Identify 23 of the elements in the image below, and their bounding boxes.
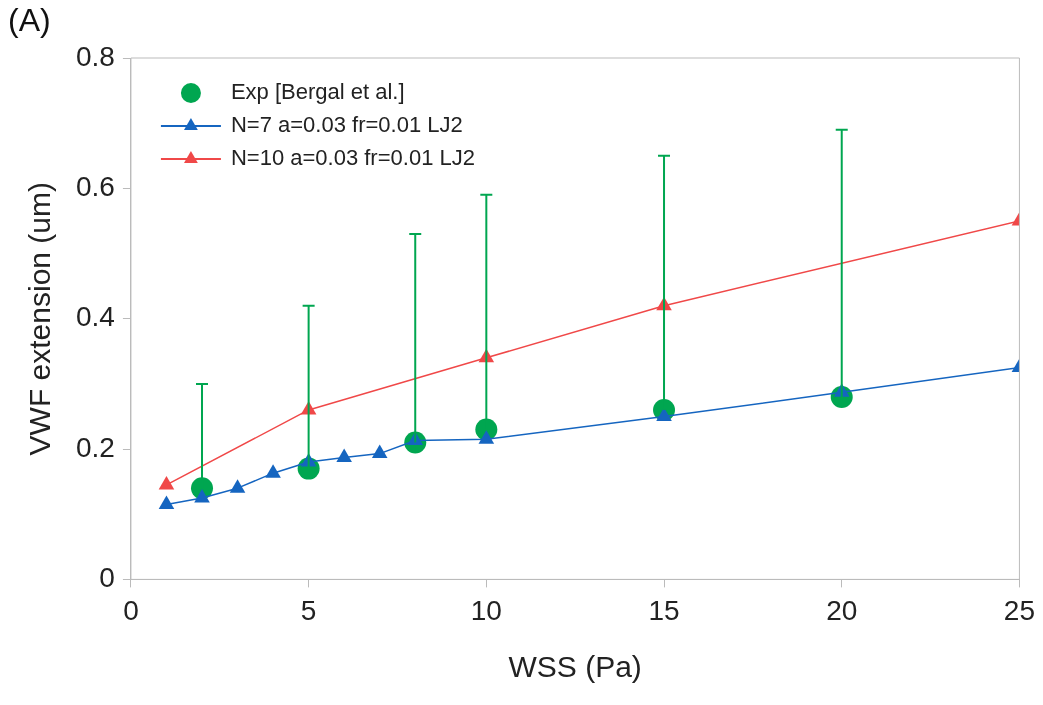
y-tick-label: 0 [99,562,115,594]
point [229,479,246,493]
y-tick-label: 0.8 [75,40,115,72]
point [158,495,175,509]
x-tick-label: 15 [648,594,680,626]
legend-label: N=7 a=0.03 fr=0.01 LJ2 [230,112,463,138]
y-axis-title: VWF extension (um) [23,182,57,456]
point [336,448,352,463]
legend-label: Exp [Bergal et al.] [230,79,405,105]
x-tick-label: 5 [300,594,317,626]
x-axis-title: WSS (Pa) [508,650,642,684]
legend-label: N=10 a=0.03 fr=0.01 LJ2 [230,145,475,171]
y-tick-label: 0.6 [75,171,115,203]
x-tick-label: 0 [123,594,139,626]
y-tick-label: 0.4 [75,301,115,333]
x-tick-label: 25 [1003,594,1036,626]
point [158,475,175,490]
point [265,464,281,478]
y-tick-label: 0.2 [75,431,115,463]
text: (A) [8,1,51,38]
point [371,444,388,459]
x-tick-label: 20 [826,594,858,626]
x-tick-label: 10 [470,594,502,626]
